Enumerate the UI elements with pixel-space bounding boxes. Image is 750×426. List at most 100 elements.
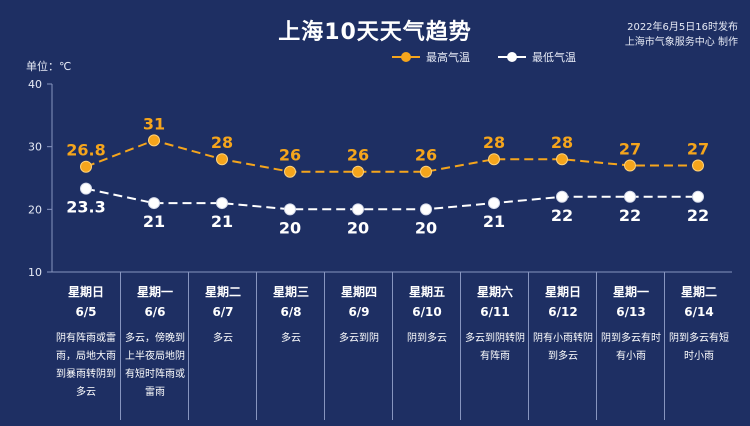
weather-description: 多云到阴: [339, 333, 379, 344]
low-temp-label: 23.3: [66, 198, 105, 217]
weekday-label: 星期日: [544, 285, 581, 299]
low-temp-label: 22: [619, 206, 641, 225]
high-temp-point: [692, 159, 704, 172]
high-temp-point: [216, 153, 228, 166]
release-info: 2022年6月5日16时发布 上海市气象服务中心 制作: [625, 20, 738, 50]
page-title: 上海10天天气趋势: [278, 20, 472, 45]
low-temp-label: 20: [415, 218, 437, 237]
chart-legend: 最高气温 最低气温: [392, 50, 576, 64]
date-label: 6/5: [75, 305, 97, 319]
weather-description: 多云，傍晚到上半夜局地阴有短时阵雨或雷雨: [125, 333, 185, 398]
low-temp-point: [216, 197, 228, 210]
series-points: [80, 134, 704, 216]
low-temp-label: 20: [347, 218, 369, 237]
high-temp-label: 31: [143, 114, 165, 133]
date-label: 6/7: [212, 305, 234, 319]
producer: 上海市气象服务中心 制作: [624, 37, 738, 48]
high-temp-label: 26: [279, 146, 301, 165]
high-temp-label: 26.8: [66, 141, 105, 160]
weather-description: 阴有阵雨或雷雨，局地大雨到暴雨转阴到多云: [56, 333, 116, 398]
weekday-label: 星期一: [612, 285, 649, 299]
day-column: 星期三 6/8 多云: [256, 272, 325, 420]
low-temp-label: 21: [211, 212, 233, 231]
high-temp-point: [420, 165, 432, 178]
legend-high-marker: [401, 52, 411, 62]
low-temp-label: 22: [687, 206, 709, 225]
weather-description: 多云: [213, 333, 233, 344]
high-temp-point: [488, 153, 500, 166]
low-temp-label: 21: [483, 212, 505, 231]
date-label: 6/12: [548, 305, 578, 319]
low-temp-label: 20: [279, 218, 301, 237]
day-column: 星期五 6/10 阴到多云: [392, 272, 461, 420]
weekday-label: 星期三: [272, 285, 309, 299]
weather-description: 多云到阴转阴有阵雨: [465, 333, 525, 362]
date-label: 6/13: [616, 305, 646, 319]
y-tick-label: 10: [28, 266, 42, 279]
low-temp-point: [352, 203, 364, 216]
high-temp-point: [352, 165, 364, 178]
weather-description: 阴有小雨转阴到多云: [533, 333, 593, 362]
series-lines: [85, 139, 698, 211]
weekday-label: 星期五: [408, 285, 445, 299]
low-temp-label: 21: [143, 212, 165, 231]
day-column: 星期一 6/13 阴到多云有时有小雨: [596, 272, 665, 420]
high-temp-label: 28: [211, 133, 233, 152]
day-column: 星期一 6/6 多云，傍晚到上半夜局地阴有短时阵雨或雷雨: [120, 272, 189, 420]
high-temp-label: 27: [687, 139, 709, 158]
date-label: 6/11: [480, 305, 510, 319]
low-temp-point: [556, 190, 568, 203]
weather-description: 阴到多云有时有小雨: [601, 333, 661, 362]
high-temp-point: [148, 134, 160, 147]
high-temp-point: [80, 160, 92, 173]
day-column: 星期二 6/14 阴到多云有短时小雨: [664, 272, 733, 420]
high-temp-label: 28: [551, 133, 573, 152]
low-temp-label: 22: [551, 206, 573, 225]
unit-label: 单位：℃: [26, 60, 72, 73]
low-temp-point: [148, 197, 160, 210]
weekday-label: 星期一: [136, 285, 173, 299]
weekday-label: 星期六: [476, 285, 513, 299]
low-temp-point: [624, 190, 636, 203]
date-label: 6/6: [144, 305, 166, 319]
day-column: 星期日 6/12 阴有小雨转阴到多云: [528, 272, 597, 420]
weekday-label: 星期二: [204, 285, 241, 299]
weather-description: 阴到多云有短时小雨: [669, 333, 729, 362]
day-column: 星期日 6/5 阴有阵雨或雷雨，局地大雨到暴雨转阴到多云: [52, 272, 120, 420]
high-temp-point: [624, 159, 636, 172]
low-temp-point: [420, 203, 432, 216]
release-time: 2022年6月5日16时发布: [627, 22, 738, 33]
forecast-columns: 星期日 6/5 阴有阵雨或雷雨，局地大雨到暴雨转阴到多云 星期一 6/6 多云，傍晚到上半…: [52, 272, 732, 420]
high-temp-line: [85, 139, 698, 173]
date-label: 6/10: [412, 305, 442, 319]
high-temp-point: [556, 153, 568, 166]
date-label: 6/14: [684, 305, 714, 319]
date-label: 6/8: [280, 305, 302, 319]
low-temp-line: [85, 187, 698, 211]
data-labels: 26.8 31 28 26 26 26 28 28 27 27 23.3 21 21 20 20 20 21 22…: [66, 114, 709, 237]
chart-axes: 40 30 20 10: [28, 78, 732, 279]
high-temp-label: 27: [619, 139, 641, 158]
low-temp-point: [692, 190, 704, 203]
y-tick-label: 40: [28, 78, 42, 91]
weather-description: 多云: [281, 333, 301, 344]
day-column: 星期六 6/11 多云到阴转阴有阵雨: [460, 272, 529, 420]
low-temp-point: [488, 197, 500, 210]
low-temp-point: [80, 182, 92, 195]
high-temp-point: [284, 165, 296, 178]
date-label: 6/9: [348, 305, 370, 319]
low-temp-point: [284, 203, 296, 216]
weekday-label: 星期日: [67, 285, 104, 299]
legend-low-marker: [507, 52, 517, 62]
high-temp-label: 28: [483, 133, 505, 152]
weekday-label: 星期二: [680, 285, 717, 299]
weekday-label: 星期四: [340, 285, 377, 299]
day-column: 星期二 6/7 多云: [188, 272, 257, 420]
high-temp-label: 26: [347, 146, 369, 165]
legend-low-label: 最低气温: [532, 50, 576, 64]
day-column: 星期四 6/9 多云到阴: [324, 272, 393, 420]
high-temp-label: 26: [415, 146, 437, 165]
legend-high-label: 最高气温: [426, 50, 470, 64]
y-tick-label: 20: [28, 203, 42, 216]
